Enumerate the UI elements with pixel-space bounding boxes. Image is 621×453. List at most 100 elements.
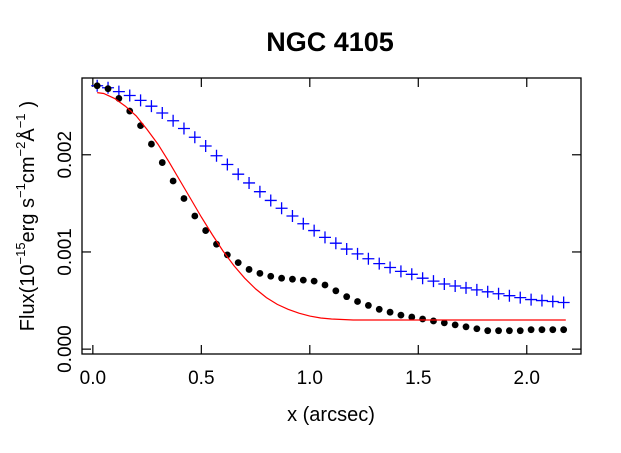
cross-point xyxy=(503,289,516,302)
cross-point xyxy=(470,283,483,296)
y-tick-label: 0.001 xyxy=(55,228,76,276)
x-tick-label: 0.0 xyxy=(80,368,106,389)
dot-point xyxy=(451,321,459,329)
dot-point xyxy=(332,287,340,295)
cross-point xyxy=(373,257,386,270)
cross-point xyxy=(514,291,527,304)
cross-point xyxy=(134,94,147,107)
y-axis-label: Flux(10−15erg s−1cm−2Å−1) xyxy=(13,101,39,331)
x-tick-label: 1.0 xyxy=(297,368,323,389)
cross-point xyxy=(492,287,505,300)
dot-point xyxy=(137,122,144,130)
dot-point xyxy=(506,327,513,335)
y-axis-label-exp3: −2 xyxy=(13,142,28,157)
dot-point xyxy=(223,251,231,259)
cross-point xyxy=(449,279,462,292)
cross-point xyxy=(416,272,429,285)
dot-point xyxy=(386,308,394,316)
plot-frame xyxy=(81,77,582,355)
dot-point xyxy=(473,325,481,333)
y-axis-label-mid3: Å xyxy=(16,128,39,142)
y-axis-label-exp2: −1 xyxy=(13,183,28,198)
dot-point xyxy=(256,269,264,277)
dot-point xyxy=(364,302,372,309)
y-axis-label-mid1: erg s xyxy=(17,198,39,242)
cross-point xyxy=(210,149,223,162)
cross-point xyxy=(525,293,538,306)
dot-point xyxy=(419,315,427,323)
cross-point xyxy=(199,140,212,153)
dot-point xyxy=(375,305,383,313)
x-tick-labels: 0.0 0.5 1.0 1.5 2.0 xyxy=(80,368,540,389)
cross-point xyxy=(384,261,397,274)
red-model-curve-series xyxy=(97,92,566,321)
cross-point xyxy=(405,268,418,281)
dot-point xyxy=(191,212,199,220)
dot-point xyxy=(516,327,524,335)
cross-point xyxy=(481,285,494,298)
cross-point xyxy=(156,106,169,119)
x-tick-label: 0.5 xyxy=(188,368,214,389)
dot-point xyxy=(430,317,437,325)
dot-point xyxy=(310,277,318,285)
dot-point xyxy=(234,259,242,267)
dot-point xyxy=(148,140,155,148)
dot-point xyxy=(278,274,285,282)
dot-point xyxy=(158,159,166,166)
dot-point xyxy=(299,276,307,284)
dot-point xyxy=(202,227,210,234)
cross-point xyxy=(167,114,180,127)
dot-point xyxy=(354,298,361,305)
cross-point xyxy=(275,202,288,215)
cross-point xyxy=(243,176,256,189)
cross-point xyxy=(329,237,342,250)
cross-point xyxy=(394,265,407,278)
dot-point xyxy=(267,272,275,280)
dot-point xyxy=(93,82,101,90)
cross-point xyxy=(221,158,234,171)
cross-point xyxy=(253,185,266,198)
chart-title: NGC 4105 xyxy=(266,27,394,57)
dot-point xyxy=(549,326,557,334)
cross-point xyxy=(286,210,299,222)
cross-point xyxy=(308,224,321,237)
cross-point xyxy=(535,294,548,307)
dot-point xyxy=(180,195,188,202)
y-axis-label-mid2: cm xyxy=(17,156,39,183)
cross-point xyxy=(427,275,440,288)
cross-point xyxy=(362,252,375,265)
dot-point xyxy=(289,275,296,283)
cross-point xyxy=(188,131,201,144)
dot-point xyxy=(245,266,253,273)
dot-point xyxy=(397,311,405,319)
cross-point xyxy=(340,243,353,256)
y-tick-label: 0.000 xyxy=(55,325,76,373)
cross-point xyxy=(123,89,136,102)
cross-point xyxy=(351,247,364,260)
dot-point xyxy=(169,177,177,185)
cross-point xyxy=(264,194,277,207)
dot-point xyxy=(343,293,351,301)
dot-point xyxy=(321,281,329,289)
dot-point xyxy=(527,326,535,334)
dot-point xyxy=(104,85,112,93)
dot-point xyxy=(560,326,568,334)
cross-point xyxy=(318,231,331,244)
dot-point xyxy=(408,313,416,321)
model-curve-line xyxy=(97,92,566,321)
x-tick-label: 1.5 xyxy=(405,368,431,389)
y-axis-label-exp4: −1 xyxy=(13,113,28,128)
dot-point xyxy=(484,327,492,335)
dot-point xyxy=(495,327,502,335)
dot-point xyxy=(115,95,123,102)
x-tick-label: 2.0 xyxy=(514,368,540,389)
y-axis-label-base: Flux(10 xyxy=(17,265,39,332)
series-layer xyxy=(91,79,570,335)
black-dots-series xyxy=(93,82,568,335)
dot-point xyxy=(213,240,220,248)
cross-point xyxy=(460,281,473,294)
dot-point xyxy=(440,319,448,327)
cross-point xyxy=(177,122,190,135)
cross-point xyxy=(557,296,570,309)
y-tick-labels: 0.000 0.001 0.002 xyxy=(55,131,76,373)
